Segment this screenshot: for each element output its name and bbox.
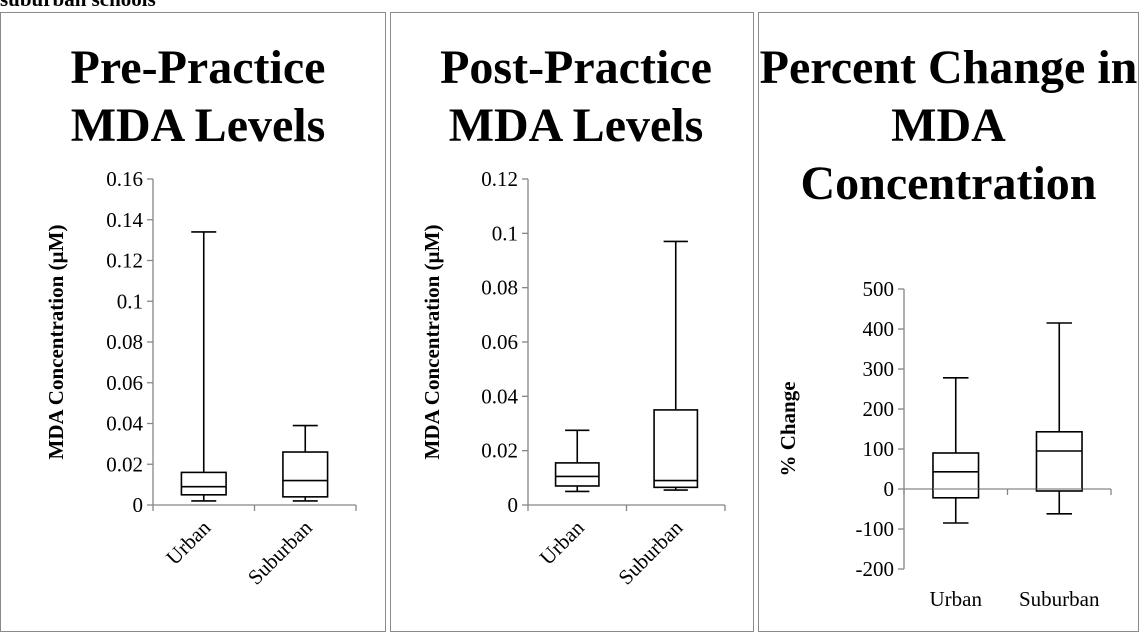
iqr-box	[932, 452, 980, 499]
y-tick-label: 0.14	[106, 208, 143, 232]
y-tick-label: 0	[133, 493, 144, 517]
y-axis-title: MDA Concentration (µM)	[44, 225, 68, 460]
y-tick-label: -200	[856, 557, 895, 581]
y-axis-title: MDA Concentration (µM)	[420, 225, 444, 460]
y-tick-label: 0.02	[106, 452, 143, 476]
box-plot-svg: 0 0.02 0.04 0.06 0.08 0.1 0.12 MDA Concentratio…	[420, 167, 726, 589]
y-tick-label: 0.06	[106, 371, 143, 395]
x-category-label: Suburban	[613, 515, 687, 589]
chart-title: Pre-Practice MDA Levels	[70, 41, 326, 152]
box-plot-svg: 0 0.02 0.04 0.06 0.08 0.1 0.12 0.14 0.16 MDA Conc…	[44, 167, 357, 589]
y-tick-label: 0	[508, 493, 519, 517]
chart-panel-percent-change: Percent Change in MDA Concentration -200…	[758, 12, 1139, 632]
chart-panel-post-practice: Post-Practice MDA Levels 0 0.02 0.04 0.06 0.…	[390, 12, 754, 632]
y-tick-label: 300	[863, 357, 895, 381]
y-tick-label: 0.1	[117, 289, 143, 313]
y-tick-label: 200	[863, 397, 895, 421]
y-tick-label: 0	[884, 477, 895, 501]
y-tick-label: 0.12	[106, 249, 143, 273]
x-category-label: Urban	[161, 515, 215, 569]
chart-title: Post-Practice MDA Levels	[440, 41, 712, 152]
y-axis-title: % Change	[776, 381, 800, 476]
iqr-box	[282, 451, 329, 498]
box-plot-svg: -200 -100 0 100 200 300 400 500 % Change Urban Sub…	[776, 277, 1112, 611]
x-category-label: Urban	[535, 515, 589, 569]
y-tick-label: 0.04	[481, 384, 518, 408]
y-tick-label: 0.02	[481, 439, 518, 463]
chart-panel-pre-practice: Pre-Practice MDA Levels 0 0.02 0.04 0.06 0.0…	[0, 12, 386, 632]
iqr-box	[1035, 430, 1083, 492]
x-category-label: Urban	[930, 587, 983, 611]
y-tick-label: 500	[863, 277, 895, 301]
y-tick-label: 0.06	[481, 330, 518, 354]
y-tick-label: 100	[863, 437, 895, 461]
y-tick-label: -100	[856, 517, 895, 541]
y-tick-label: 400	[863, 317, 895, 341]
chart-title: Percent Change in MDA Concentration	[759, 41, 1138, 210]
x-category-label: Suburban	[1019, 587, 1100, 611]
x-category-label: Suburban	[243, 515, 317, 589]
iqr-box	[180, 471, 227, 496]
y-tick-label: 0.12	[481, 167, 518, 191]
iqr-box	[554, 462, 600, 487]
y-tick-label: 0.16	[106, 167, 143, 191]
y-tick-label: 0.08	[481, 276, 518, 300]
figure-caption-fragment: suburban schools	[0, 0, 156, 12]
y-tick-label: 0.04	[106, 412, 143, 436]
y-tick-label: 0.1	[492, 221, 518, 245]
y-tick-label: 0.08	[106, 330, 143, 354]
iqr-box	[653, 409, 699, 489]
